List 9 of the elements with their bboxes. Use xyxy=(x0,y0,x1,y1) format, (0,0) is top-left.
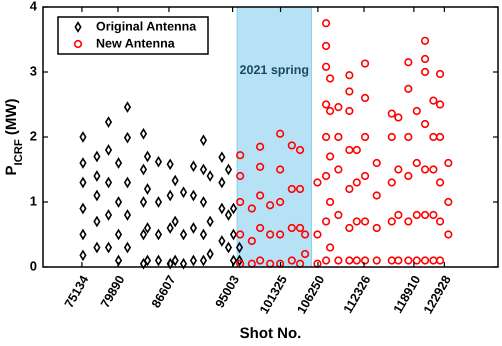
y-tick-label: 1 xyxy=(30,193,37,208)
legend-label: New Antenna xyxy=(96,36,176,50)
y-tick-label: 0 xyxy=(30,258,37,274)
y-tick-label: 4 xyxy=(30,0,38,14)
y-tick-label: 3 xyxy=(30,63,37,78)
legend-label: Original Antenna xyxy=(96,19,198,34)
band-label: 2021 spring xyxy=(240,63,310,77)
x-axis-title: Shot No. xyxy=(240,325,302,342)
y-tick-label: 2 xyxy=(30,128,37,144)
